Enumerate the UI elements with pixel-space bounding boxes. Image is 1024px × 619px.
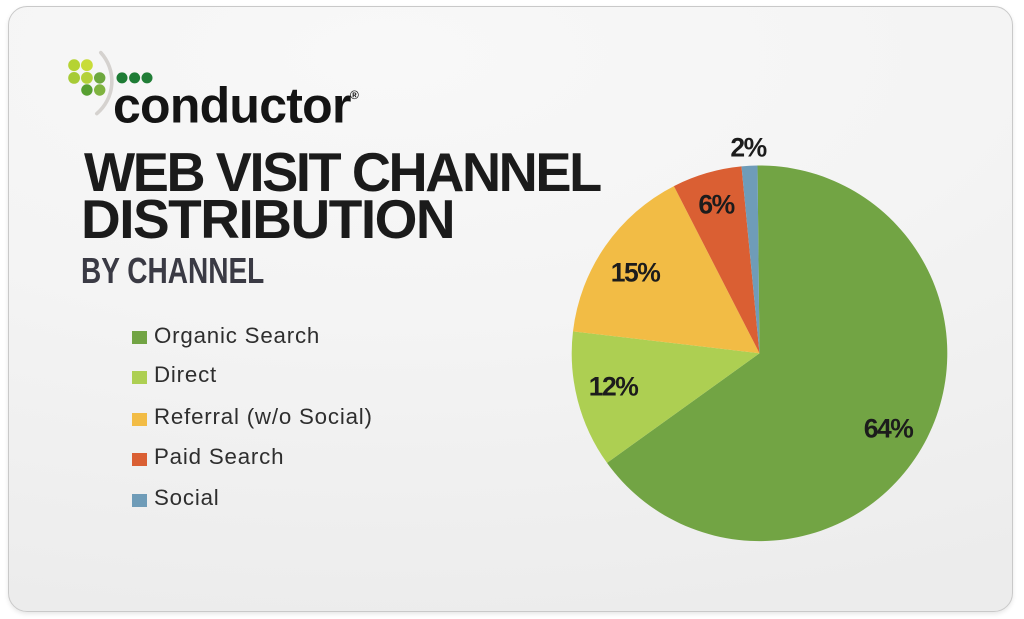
svg-text:®: ® xyxy=(350,88,359,102)
svg-text:conductor: conductor xyxy=(113,78,351,134)
